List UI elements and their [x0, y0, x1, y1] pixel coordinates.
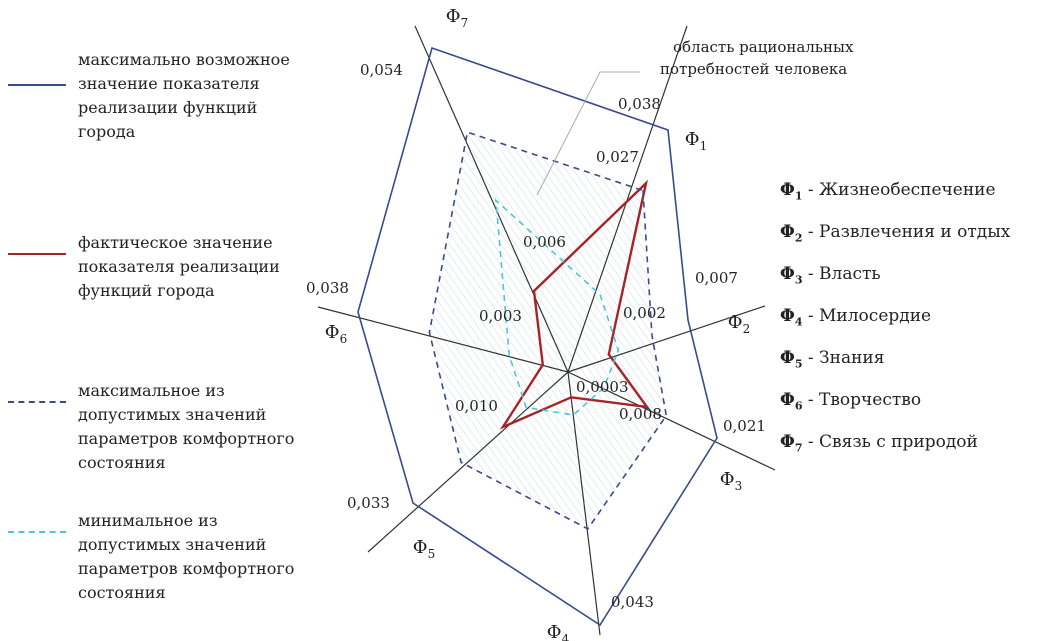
annotation-leader [536, 71, 640, 196]
function-label: - Творчество [802, 390, 922, 410]
max-value-label-2: 0,007 [695, 269, 738, 287]
legend-line-max-possible [8, 84, 66, 86]
axis-label-5: Φ5 [413, 537, 435, 561]
actual-value-label-2: 0,002 [623, 304, 666, 322]
axis-line-4 [567, 371, 601, 636]
labels-layer: Φ1 Φ2 Φ3 Φ4 Φ5 Φ6 Φ7 0,038 0,007 0,021 0,043 0,033 0… [306, 6, 854, 641]
function-item-1: Φ1 - Жизнеобеспечение [780, 180, 1050, 222]
function-symbol: Φ7 [780, 432, 803, 455]
axis-label-4: Φ4 [547, 622, 570, 641]
max-value-label-5: 0,033 [347, 494, 390, 512]
actual-value-label-5: 0,010 [455, 397, 498, 415]
axis-label-6: Φ6 [325, 322, 347, 346]
axis-label-1: Φ1 [685, 129, 707, 153]
function-label: - Связь с природой [802, 432, 978, 452]
function-symbol: Φ5 [780, 348, 803, 371]
function-item-6: Φ6 - Творчество [780, 390, 1050, 432]
function-item-2: Φ2 - Развлечения и отдых [780, 222, 1050, 264]
actual-value-label-7: 0,006 [523, 233, 566, 251]
legend-text-max-possible: максимально возможное значение показател… [78, 50, 290, 141]
function-item-4: Φ4 - Милосердие [780, 306, 1050, 348]
max-value-label-3: 0,021 [723, 417, 766, 435]
legend-item-max-possible: максимально возможное значение показател… [8, 48, 338, 158]
max-value-label-6: 0,038 [306, 279, 349, 297]
max-value-label-7: 0,054 [360, 61, 403, 79]
axis-label-3: Φ3 [720, 469, 742, 493]
function-symbol: Φ4 [780, 306, 803, 329]
legend-text-min-allowed: минимальное из допустимых значений парам… [78, 511, 295, 602]
function-label: - Знания [802, 348, 885, 368]
legend-item-actual: фактическое значение показателя реализац… [8, 231, 338, 311]
function-symbol: Φ1 [780, 180, 803, 203]
actual-value-label-3: 0,008 [619, 405, 662, 423]
series-actual [499, 179, 650, 430]
function-symbol: Φ3 [780, 264, 803, 287]
rational-needs-area [429, 132, 667, 529]
legend-line-min-allowed [8, 531, 66, 533]
series-max-allowed [428, 131, 668, 530]
axis-label-7: Φ7 [446, 6, 468, 30]
function-item-7: Φ7 - Связь с природой [780, 432, 1050, 474]
rational-area-layer [429, 132, 667, 529]
function-list: Φ1 - Жизнеобеспечение Φ2 - Развлечения и… [780, 180, 1050, 474]
axis-line-2 [567, 305, 766, 373]
function-label: - Власть [802, 264, 881, 284]
function-item-5: Φ5 - Знания [780, 348, 1050, 390]
axes-layer [317, 25, 776, 636]
max-value-label-1: 0,038 [618, 95, 661, 113]
max-value-label-4: 0,043 [611, 593, 654, 611]
function-symbol: Φ2 [780, 222, 803, 245]
axis-line-7 [414, 25, 569, 373]
axis-line-5 [367, 371, 569, 553]
legend-text-max-allowed: максимальное из допустимых значений пара… [78, 381, 295, 472]
function-label: - Милосердие [802, 306, 932, 326]
legend-item-max-allowed: максимальное из допустимых значений пара… [8, 379, 338, 479]
actual-value-label-6: 0,003 [479, 307, 522, 325]
axis-label-2: Φ2 [728, 312, 750, 336]
actual-value-label-1: 0,027 [596, 148, 639, 166]
legend-item-min-allowed: минимальное из допустимых значений парам… [8, 509, 338, 609]
series-max-possible [357, 46, 718, 627]
annotation-text: область рациональных потребностей человек… [660, 38, 854, 78]
legend-line-max-allowed [8, 401, 66, 403]
function-symbol: Φ6 [780, 390, 803, 413]
legend-text-actual: фактическое значение показателя реализац… [78, 233, 280, 300]
function-label: - Жизнеобеспечение [802, 180, 996, 200]
function-item-3: Φ3 - Власть [780, 264, 1050, 306]
series-layer [357, 46, 718, 627]
function-label: - Развлечения и отдых [802, 222, 1011, 242]
actual-value-label-4: 0,0003 [576, 378, 629, 396]
axis-line-1 [567, 25, 688, 373]
legend-line-actual [8, 253, 66, 255]
